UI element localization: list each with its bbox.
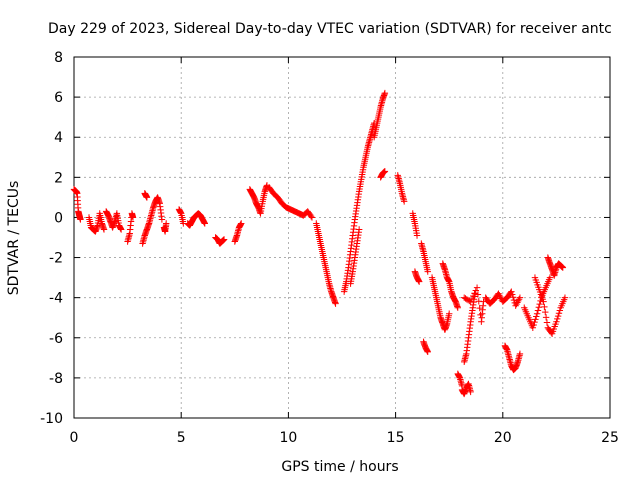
data-point [554, 312, 562, 320]
data-point [381, 89, 389, 97]
data-point [77, 216, 84, 223]
data-point [509, 294, 517, 301]
data-point [424, 348, 431, 356]
data-point [516, 294, 524, 301]
data-point [468, 295, 476, 303]
axes: 0 5 10 15 20 25 -10 -8 -6 -4 -2 0 2 4 6 8 [40, 50, 619, 446]
data-point [162, 220, 170, 227]
data-point [238, 220, 245, 227]
data-point [514, 299, 521, 306]
data-point [467, 388, 474, 396]
data-point [400, 198, 408, 205]
data-point [496, 292, 503, 299]
data-point [542, 314, 550, 321]
data-point [533, 310, 541, 317]
data-point [533, 313, 540, 320]
data-point [158, 216, 166, 223]
chart-title: Day 229 of 2023, Sidereal Day-to-day VTE… [48, 21, 612, 37]
data-point [476, 304, 483, 312]
data-point [454, 304, 461, 311]
data-point [532, 316, 539, 323]
data-point [143, 194, 151, 201]
data-point [332, 300, 339, 307]
plot-frame [73, 56, 611, 419]
data-point [516, 350, 524, 358]
data-point [307, 213, 315, 220]
data-point [531, 318, 538, 326]
data-point [542, 308, 549, 316]
data-point [536, 300, 543, 308]
data-point [100, 226, 108, 233]
data-point [472, 287, 479, 294]
data-point [561, 294, 569, 301]
y-tick-label: 0 [54, 210, 63, 226]
data-point [555, 310, 563, 317]
data-point [117, 226, 125, 233]
data-point [497, 293, 504, 301]
data-point [510, 296, 518, 304]
data-point [512, 302, 519, 309]
data-point [129, 214, 137, 221]
data-point [530, 321, 537, 329]
x-tick-label: 15 [387, 430, 405, 446]
y-tick-label: -10 [40, 411, 63, 427]
y-tick-label: 4 [54, 130, 63, 146]
data-point [559, 264, 567, 271]
y-tick-label: 8 [54, 50, 63, 66]
data-point [415, 278, 423, 285]
data-point [474, 291, 482, 298]
x-tick-label: 10 [279, 430, 297, 446]
data-point [495, 290, 502, 297]
data-point [529, 324, 537, 331]
data-point [446, 310, 453, 317]
data-point [473, 284, 481, 291]
data-point [201, 220, 208, 227]
data-point [220, 236, 228, 243]
data-point [508, 288, 515, 295]
x-tick-label: 5 [177, 430, 186, 446]
x-tick-label: 25 [601, 430, 619, 446]
data-point [546, 274, 554, 281]
grid-lines [74, 57, 610, 418]
data-point [556, 307, 564, 314]
data-point [467, 298, 474, 305]
data-point [509, 291, 516, 298]
data-point [543, 319, 551, 326]
data-point [470, 292, 477, 300]
data-point [515, 297, 522, 305]
y-tick-label: -2 [49, 251, 63, 267]
data-point [553, 318, 560, 325]
data-point [554, 315, 561, 323]
y-tick-label: -4 [49, 291, 63, 307]
data-point [535, 304, 543, 311]
data-point [513, 300, 520, 308]
data-point [541, 303, 548, 311]
y-axis-label: SDTVAR / TECUs [6, 181, 22, 296]
x-axis-label: GPS time / hours [281, 459, 398, 475]
x-tick-label: 0 [70, 430, 79, 446]
data-point [381, 168, 389, 175]
y-tick-label: 2 [54, 170, 63, 186]
y-tick-label: -6 [49, 331, 63, 347]
y-tick-label: 6 [54, 90, 63, 106]
data-point [471, 290, 478, 297]
data-point [308, 214, 316, 221]
data-point [355, 226, 363, 233]
x-tick-label: 20 [494, 430, 512, 446]
data-point [534, 307, 542, 314]
data-point [413, 232, 421, 239]
y-tick-label: -8 [49, 371, 63, 387]
data-point [540, 298, 547, 305]
data-point [515, 296, 523, 303]
data-points [70, 89, 569, 398]
data-point [424, 268, 431, 275]
